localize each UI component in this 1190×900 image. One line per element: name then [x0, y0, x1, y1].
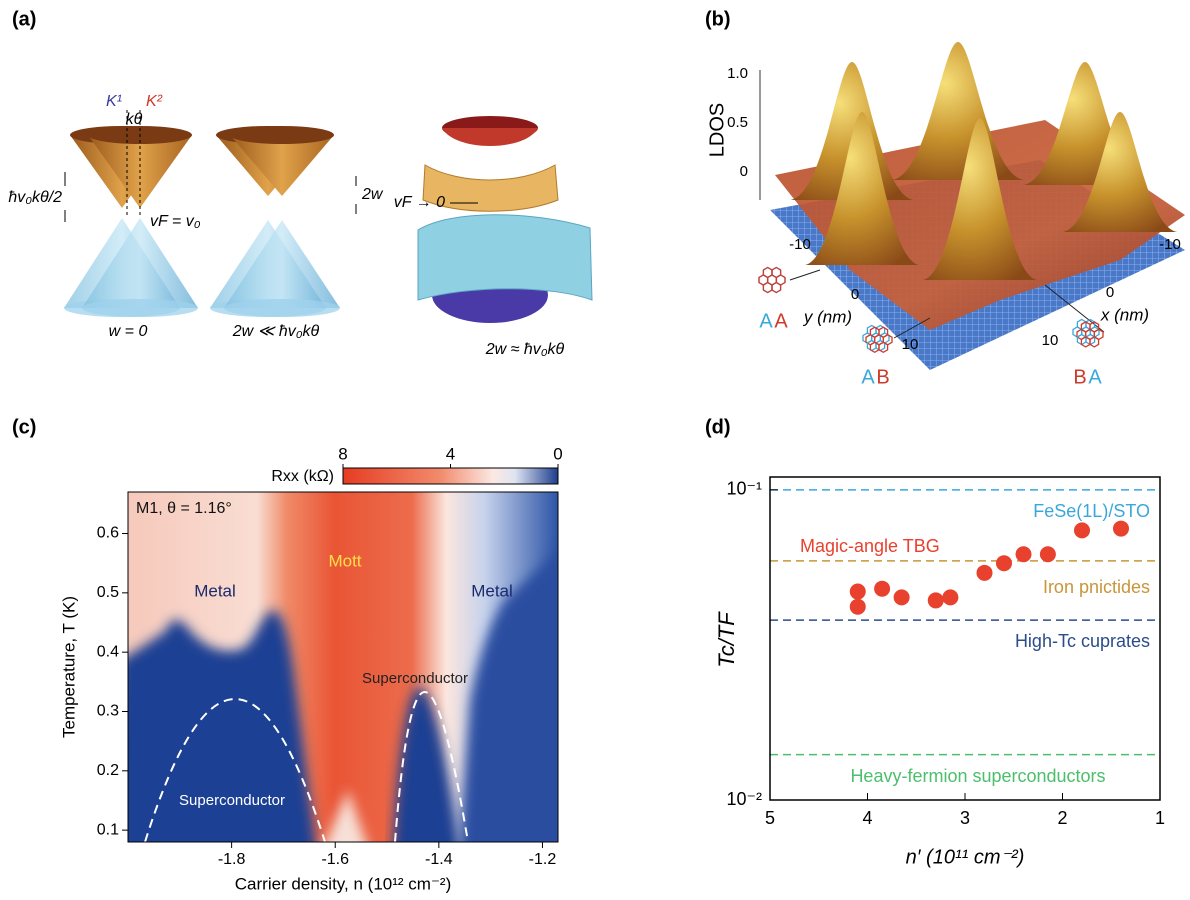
y-tick-label: 0: [851, 286, 859, 303]
hexagon: [879, 342, 888, 352]
data-point: [1113, 521, 1129, 537]
hexagon: [763, 283, 772, 293]
reference-label: High-Tc cuprates: [1015, 631, 1150, 651]
y-tick-label: -10: [789, 236, 811, 253]
y-tick-label: 10⁻²: [726, 789, 762, 809]
hexagon: [772, 283, 781, 293]
band-label: vF = v₀: [150, 213, 201, 230]
cone-rim: [82, 299, 198, 317]
cone-rim: [230, 126, 334, 144]
x-tick-label: -1.6: [321, 851, 349, 868]
y-tick-label: 0.2: [97, 762, 119, 779]
reference-label: FeSe(1L)/STO: [1033, 501, 1150, 521]
stacking-icon: [759, 268, 785, 293]
x-tick-label: 0: [1106, 284, 1114, 301]
annotation: M1, θ = 1.16°: [136, 500, 232, 517]
cone-rim: [224, 299, 340, 317]
band-label: K¹: [106, 93, 122, 110]
hexagon: [870, 342, 879, 352]
data-point: [1016, 546, 1032, 562]
x-tick-label: 10: [1042, 332, 1059, 349]
annotation: Metal: [194, 581, 236, 600]
data-point: [928, 592, 944, 608]
panel-label: (b): [705, 8, 731, 30]
band-label: K²: [146, 93, 163, 110]
panel-label: (a): [12, 8, 36, 30]
x-tick-label: 4: [862, 808, 872, 828]
z-tick-label: 1.0: [727, 65, 748, 82]
x-axis-label: n′ (10¹¹ cm⁻²): [906, 846, 1025, 868]
x-tick-label: 5: [765, 808, 775, 828]
leader: [790, 270, 820, 280]
data-point: [942, 589, 958, 605]
colorbar-tick-label: 0: [553, 444, 562, 463]
stacking-letter: A: [1088, 366, 1102, 388]
annotation: Superconductor: [179, 792, 285, 809]
band-label: kθ: [126, 111, 143, 128]
panel-label: (d): [705, 416, 731, 438]
data-point: [1040, 546, 1056, 562]
y-tick-label: 10⁻¹: [726, 479, 762, 499]
hexagon: [879, 327, 888, 337]
z-tick-label: 0: [740, 163, 748, 180]
y-tick-label: 0.1: [97, 821, 119, 838]
x-tick-label: -10: [1159, 236, 1181, 253]
hexagon: [772, 268, 781, 278]
hexagon: [870, 327, 879, 337]
stacking-letter: A: [774, 310, 788, 332]
data-point: [894, 589, 910, 605]
x-axis-label: x (nm): [1100, 305, 1149, 324]
reference-label: Heavy-fermion superconductors: [850, 766, 1105, 786]
stacking-letter: A: [759, 310, 773, 332]
colorbar: [343, 468, 558, 484]
z-axis-label: LDOS: [706, 103, 728, 157]
y-axis-label: y (nm): [803, 307, 852, 326]
y-tick-label: 10: [902, 336, 919, 353]
colorbar-tick-label: 4: [446, 444, 455, 463]
y-tick-label: 0.5: [97, 584, 119, 601]
data-point: [996, 555, 1012, 571]
data-point: [850, 584, 866, 600]
colorbar-label: Rxx (kΩ): [271, 468, 334, 485]
annotation: Superconductor: [362, 670, 468, 687]
stacking-icon: [1073, 320, 1103, 347]
band-label: 2w: [361, 186, 384, 203]
x-tick-label: 2: [1057, 808, 1067, 828]
y-tick-label: 0.6: [97, 525, 119, 542]
stacking-letter: A: [861, 366, 875, 388]
stacking-letter: B: [876, 366, 889, 388]
annotation: Mott: [328, 551, 361, 570]
data-point: [1074, 522, 1090, 538]
stacking-letter: B: [1073, 366, 1086, 388]
series-label: Magic-angle TBG: [800, 536, 940, 556]
data-point: [977, 565, 993, 581]
x-axis-label: Carrier density, n (10¹² cm⁻²): [235, 874, 451, 893]
band-label: vF → 0: [394, 194, 445, 211]
hexagon: [763, 268, 772, 278]
figure: (a) (b) (c) (d) K¹ K²kθ ħv₀kθ/2 vF = v₀ 2w vF → 0…: [0, 0, 1190, 900]
band-label: 2w ≪ ħv₀kθ: [232, 323, 320, 340]
band: [418, 215, 592, 300]
band-label: 2w ≈ ħv₀kθ: [485, 341, 565, 358]
x-tick-label: -1.2: [529, 851, 557, 868]
annotation: Metal: [471, 581, 513, 600]
x-tick-label: -1.4: [425, 851, 453, 868]
panel-label: (c): [12, 416, 36, 438]
y-tick-label: 0.3: [97, 703, 119, 720]
band: [442, 128, 538, 146]
colorbar-tick-label: 8: [338, 444, 347, 463]
z-tick-label: 0.5: [727, 114, 748, 131]
band-label: w = 0: [109, 323, 148, 340]
y-axis-label: Tc/TF: [714, 611, 739, 668]
stacking-icon: [863, 326, 892, 353]
y-axis-label: Temperature, T (K): [59, 596, 78, 738]
y-tick-label: 0.4: [97, 643, 119, 660]
reference-label: Iron pnictides: [1043, 577, 1150, 597]
x-tick-label: 1: [1155, 808, 1165, 828]
band-label: ħv₀kθ/2: [8, 189, 62, 206]
x-tick-label: 3: [960, 808, 970, 828]
data-point: [874, 581, 890, 597]
x-tick-label: -1.8: [218, 851, 246, 868]
data-point: [850, 599, 866, 615]
